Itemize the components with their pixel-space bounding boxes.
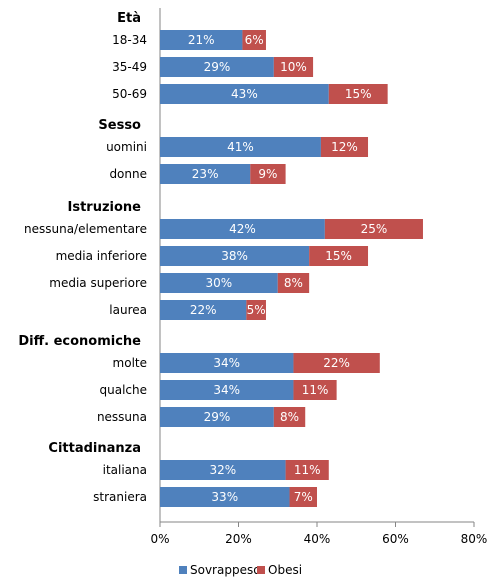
data-label: 25% bbox=[361, 222, 388, 236]
bar-obesi bbox=[309, 246, 369, 266]
data-label: 11% bbox=[302, 383, 329, 397]
category-label: laurea bbox=[109, 303, 147, 317]
bar-sovrappeso bbox=[160, 460, 286, 480]
group-label: Istruzione bbox=[68, 200, 142, 215]
bar-sovrappeso bbox=[160, 273, 278, 293]
data-label: 38% bbox=[221, 249, 248, 263]
category-label: 18-34 bbox=[112, 33, 147, 47]
data-label: 32% bbox=[209, 463, 236, 477]
group-label: Età bbox=[117, 11, 141, 26]
data-label: 22% bbox=[190, 303, 217, 317]
bar-sovrappeso bbox=[160, 487, 290, 507]
chart-marks: Età 18-34 21% 6% 35-49 29% 10% 50-69 43% 15% Sesso… bbox=[18, 11, 423, 507]
bar-sovrappeso bbox=[160, 30, 243, 50]
category-label: molte bbox=[113, 356, 147, 370]
data-label: 34% bbox=[213, 383, 240, 397]
bar-sovrappeso bbox=[160, 57, 274, 77]
legend: Sovrappeso Obesi bbox=[179, 563, 302, 577]
x-tick-label: 20% bbox=[225, 532, 252, 546]
bar-obesi bbox=[273, 407, 306, 427]
bar-obesi bbox=[277, 273, 310, 293]
legend-swatch-sovrappeso bbox=[179, 566, 187, 574]
data-label: 8% bbox=[280, 410, 299, 424]
bar-obesi bbox=[285, 460, 329, 480]
bar-obesi bbox=[324, 219, 423, 239]
data-label: 7% bbox=[294, 490, 313, 504]
legend-label-obesi: Obesi bbox=[268, 563, 302, 577]
data-label: 23% bbox=[192, 167, 219, 181]
x-tick-label: 80% bbox=[461, 532, 488, 546]
data-label: 10% bbox=[280, 60, 307, 74]
bar-obesi bbox=[289, 487, 317, 507]
data-label: 5% bbox=[247, 303, 266, 317]
group-label: Diff. economiche bbox=[18, 334, 141, 349]
category-label: qualche bbox=[100, 383, 148, 397]
data-label: 9% bbox=[258, 167, 277, 181]
category-label: media superiore bbox=[49, 276, 147, 290]
bar-sovrappeso bbox=[160, 407, 274, 427]
bar-sovrappeso bbox=[160, 84, 329, 104]
data-label: 22% bbox=[323, 356, 350, 370]
x-tick-label: 60% bbox=[382, 532, 409, 546]
bar-obesi bbox=[293, 380, 337, 400]
bar-sovrappeso bbox=[160, 380, 294, 400]
bar-sovrappeso bbox=[160, 246, 310, 266]
bar-sovrappeso bbox=[160, 219, 325, 239]
category-label: donne bbox=[109, 167, 147, 181]
category-label: 35-49 bbox=[112, 60, 147, 74]
data-label: 33% bbox=[211, 490, 238, 504]
group-label: Sesso bbox=[98, 118, 141, 133]
data-label: 43% bbox=[231, 87, 258, 101]
bar-obesi bbox=[328, 84, 388, 104]
data-label: 41% bbox=[227, 140, 254, 154]
category-label: uomini bbox=[106, 140, 147, 154]
data-label: 29% bbox=[204, 410, 231, 424]
category-label: italiana bbox=[103, 463, 147, 477]
category-label: nessuna/elementare bbox=[24, 222, 147, 236]
data-label: 6% bbox=[245, 33, 264, 47]
bar-sovrappeso bbox=[160, 137, 321, 157]
bar-obesi bbox=[293, 353, 380, 373]
legend-label-sovrappeso: Sovrappeso bbox=[190, 563, 261, 577]
category-label: nessuna bbox=[97, 410, 147, 424]
category-label: straniera bbox=[93, 490, 147, 504]
data-label: 15% bbox=[345, 87, 372, 101]
data-label: 8% bbox=[284, 276, 303, 290]
bar-sovrappeso bbox=[160, 300, 247, 320]
data-label: 21% bbox=[188, 33, 215, 47]
legend-swatch-obesi bbox=[257, 566, 265, 574]
data-label: 30% bbox=[206, 276, 233, 290]
bar-obesi bbox=[320, 137, 369, 157]
data-label: 34% bbox=[213, 356, 240, 370]
x-axis: 0% 20% 40% 60% 80% bbox=[150, 522, 487, 546]
data-label: 15% bbox=[325, 249, 352, 263]
bar-obesi bbox=[250, 164, 286, 184]
data-label: 12% bbox=[331, 140, 358, 154]
bar-obesi bbox=[246, 300, 266, 320]
category-label: 50-69 bbox=[112, 87, 147, 101]
data-label: 42% bbox=[229, 222, 256, 236]
bar-obesi bbox=[273, 57, 314, 77]
bar-sovrappeso bbox=[160, 353, 294, 373]
data-label: 11% bbox=[294, 463, 321, 477]
category-label: media inferiore bbox=[56, 249, 147, 263]
x-tick-label: 40% bbox=[304, 532, 331, 546]
x-tick-label: 0% bbox=[150, 532, 169, 546]
group-label: Cittadinanza bbox=[48, 441, 141, 456]
bar-sovrappeso bbox=[160, 164, 251, 184]
data-label: 29% bbox=[204, 60, 231, 74]
bar-obesi bbox=[242, 30, 266, 50]
